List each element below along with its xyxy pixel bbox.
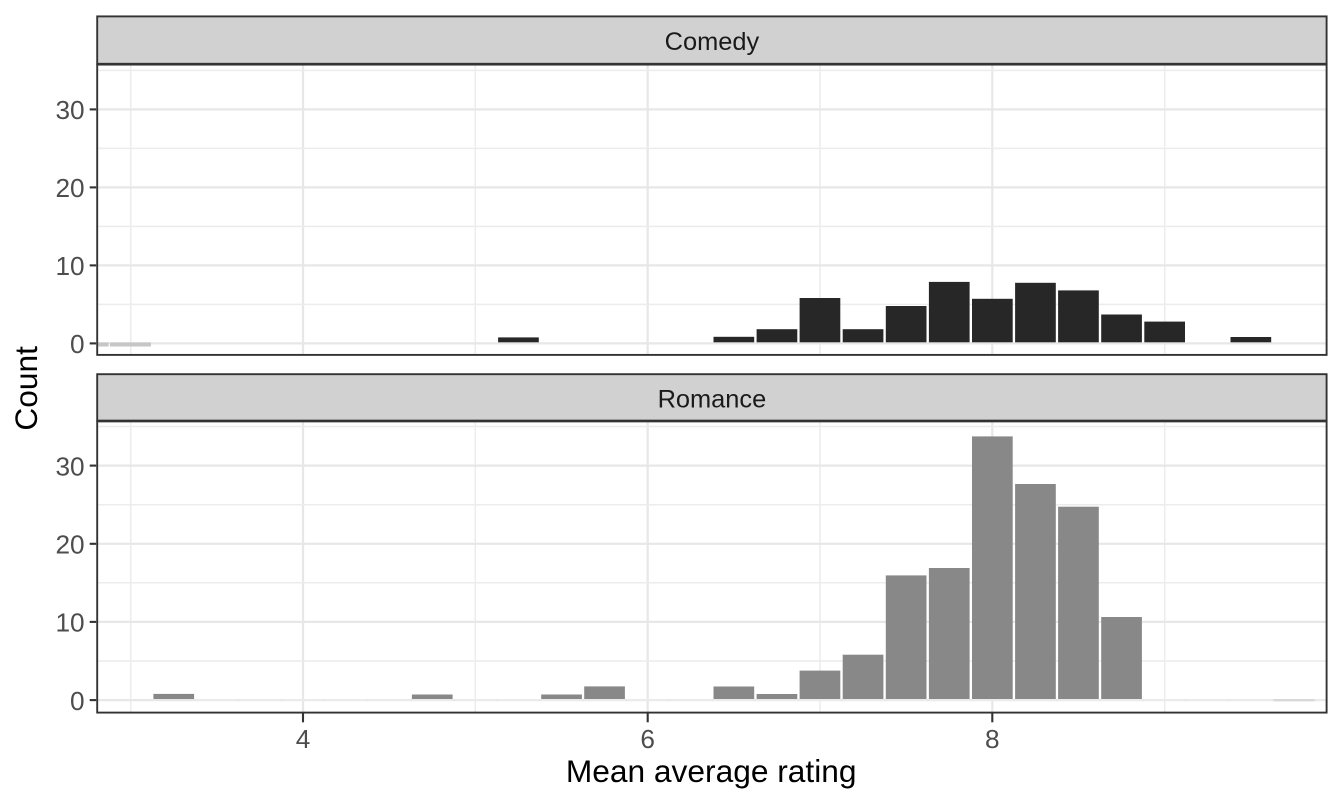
svg-text:30: 30 [55, 95, 84, 125]
svg-text:Comedy: Comedy [665, 28, 760, 56]
svg-text:4: 4 [296, 724, 311, 754]
svg-text:8: 8 [985, 724, 1000, 754]
svg-text:6: 6 [640, 724, 655, 754]
svg-text:10: 10 [55, 608, 84, 638]
svg-text:Count: Count [8, 346, 44, 431]
svg-text:30: 30 [55, 451, 84, 481]
svg-text:Mean average rating: Mean average rating [566, 753, 857, 789]
svg-text:10: 10 [55, 251, 84, 281]
svg-text:20: 20 [55, 530, 84, 560]
svg-text:20: 20 [55, 173, 84, 203]
svg-text:0: 0 [70, 686, 85, 716]
svg-text:Romance: Romance [658, 385, 767, 413]
svg-text:0: 0 [70, 329, 85, 359]
